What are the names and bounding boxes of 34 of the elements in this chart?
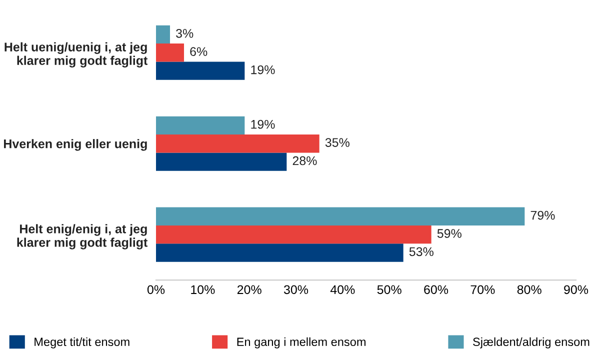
bar	[156, 116, 245, 135]
legend-label: Sjældent/aldrig ensom	[473, 337, 590, 348]
bar	[156, 244, 404, 262]
data-label: 19%	[251, 65, 275, 74]
data-label: 59%	[437, 229, 462, 238]
legend-label: En gang i mellem ensom	[237, 337, 366, 348]
x-tick-label: 90%	[564, 285, 588, 294]
data-label: 35%	[325, 138, 350, 147]
x-tick-label: 60%	[424, 285, 448, 294]
bar	[156, 25, 170, 44]
bar	[156, 134, 320, 153]
x-tick-label: 0%	[147, 285, 165, 294]
x-tick-label: 40%	[330, 285, 355, 294]
bar	[156, 207, 525, 226]
data-label: 6%	[190, 47, 208, 56]
x-tick-label: 30%	[284, 285, 308, 294]
x-tick-label: 20%	[237, 285, 262, 294]
y-tick-label: Helt uenig/uenig i, at jeg klarer mig godt fagligt	[4, 42, 148, 68]
y-tick-label: Hverken enig eller uenig	[4, 139, 147, 151]
x-tick-label: 80%	[517, 285, 542, 294]
bar	[156, 225, 432, 244]
x-tick-label: 50%	[377, 285, 402, 294]
bar	[156, 152, 287, 171]
data-label: 28%	[292, 156, 317, 166]
legend-label: Meget tit/tit ensom	[34, 337, 130, 348]
x-tick-label: 70%	[470, 285, 495, 294]
y-tick-label: Helt enig/enig i, at jeg klarer mig godt fagligt	[17, 224, 148, 250]
data-label: 19%	[251, 120, 275, 129]
bar	[156, 44, 184, 62]
bar	[156, 62, 245, 80]
data-label: 3%	[176, 28, 194, 38]
x-tick-label: 10%	[191, 285, 215, 294]
data-label: 53%	[409, 247, 434, 256]
data-label: 79%	[530, 210, 555, 220]
